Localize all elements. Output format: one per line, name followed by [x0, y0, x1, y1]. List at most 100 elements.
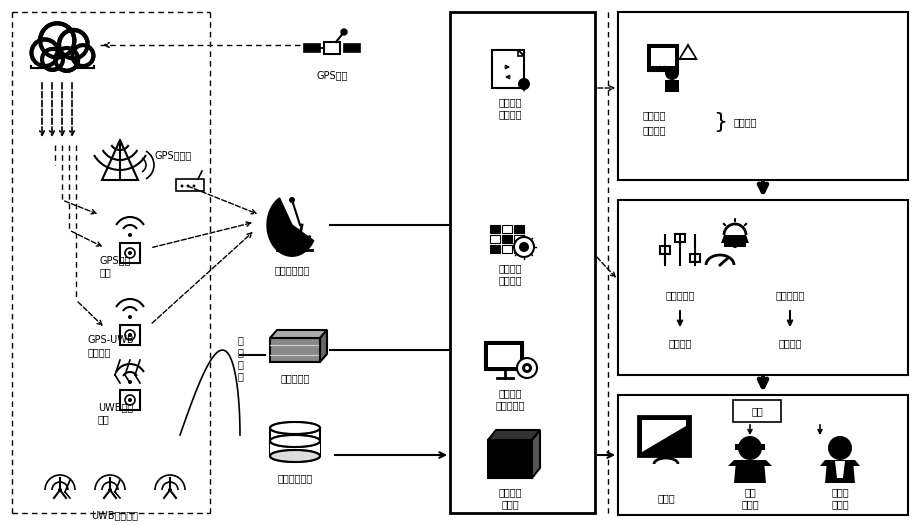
Bar [484, 342, 522, 370]
Text: 讯: 讯 [237, 371, 243, 381]
Circle shape [525, 366, 528, 370]
Text: 理人员: 理人员 [830, 499, 848, 509]
Text: 缆机: 缆机 [743, 487, 755, 497]
Bar [618, 12, 907, 180]
Bar [723, 235, 745, 247]
Circle shape [40, 23, 74, 58]
Text: 同步控制器: 同步控制器 [280, 373, 310, 383]
Text: !: ! [686, 47, 689, 56]
Text: 合成程序: 合成程序 [498, 275, 521, 285]
Polygon shape [733, 461, 766, 483]
Polygon shape [824, 461, 854, 483]
Text: 施工动态: 施工动态 [498, 388, 521, 398]
Circle shape [516, 358, 537, 378]
Bar [732, 400, 780, 422]
Circle shape [128, 315, 131, 319]
Text: 定位数据: 定位数据 [498, 263, 521, 273]
Text: 运动调整: 运动调整 [667, 338, 691, 348]
Text: 转化程序: 转化程序 [498, 109, 521, 119]
Polygon shape [641, 426, 686, 452]
Text: 设备: 设备 [100, 267, 111, 277]
Bar [502, 245, 512, 253]
Bar [664, 80, 678, 92]
Text: GPS-UWB: GPS-UWB [88, 335, 134, 345]
Circle shape [521, 363, 531, 373]
Polygon shape [834, 461, 844, 478]
Polygon shape [31, 43, 93, 67]
Text: 定位数据: 定位数据 [498, 97, 521, 107]
Text: 设备: 设备 [98, 414, 109, 424]
Text: UWB定位基站: UWB定位基站 [91, 510, 139, 520]
Ellipse shape [269, 435, 320, 447]
Polygon shape [680, 47, 694, 58]
Bar [176, 179, 204, 191]
Bar [651, 48, 675, 66]
Bar [269, 441, 320, 469]
Circle shape [664, 66, 678, 80]
Text: 移动障碍物: 移动障碍物 [664, 290, 694, 300]
Polygon shape [267, 198, 313, 256]
Circle shape [737, 436, 761, 460]
Text: 光: 光 [237, 335, 243, 345]
Polygon shape [531, 430, 539, 478]
Polygon shape [720, 235, 748, 243]
Ellipse shape [269, 422, 320, 434]
Circle shape [827, 436, 851, 460]
Bar [618, 395, 907, 515]
Bar [647, 45, 677, 71]
Circle shape [518, 242, 528, 252]
Text: 可视化程序: 可视化程序 [494, 400, 524, 410]
Bar [490, 235, 499, 243]
Ellipse shape [269, 422, 320, 434]
Text: 固定障碍物: 固定障碍物 [775, 290, 804, 300]
Polygon shape [517, 50, 524, 56]
Polygon shape [727, 460, 771, 466]
Bar [659, 246, 669, 254]
Text: 用户: 用户 [750, 406, 762, 416]
Bar [119, 243, 140, 263]
Text: 操纵员: 操纵员 [741, 499, 758, 509]
Text: 定位系统: 定位系统 [498, 487, 521, 497]
Bar [618, 200, 907, 375]
Bar [514, 225, 524, 233]
Text: GPS定位: GPS定位 [100, 255, 131, 265]
Bar [487, 440, 531, 478]
Bar [641, 420, 686, 452]
Circle shape [59, 30, 87, 58]
Polygon shape [269, 330, 326, 338]
Text: 服务器: 服务器 [501, 499, 518, 509]
Circle shape [732, 242, 737, 248]
Circle shape [42, 49, 62, 70]
Text: GPS基准站: GPS基准站 [154, 150, 192, 160]
Circle shape [192, 184, 196, 187]
Circle shape [341, 29, 346, 35]
Circle shape [128, 380, 131, 384]
Text: 碰撞检测: 碰撞检测 [732, 117, 756, 127]
Bar [675, 234, 685, 242]
Bar [490, 225, 499, 233]
Bar [514, 235, 524, 243]
Circle shape [58, 488, 62, 492]
Ellipse shape [269, 435, 320, 447]
Text: 安全管: 安全管 [830, 487, 848, 497]
Bar [689, 254, 699, 262]
Circle shape [187, 184, 189, 187]
Polygon shape [734, 444, 765, 450]
Text: 速度信息: 速度信息 [642, 125, 665, 135]
Polygon shape [320, 330, 326, 362]
Polygon shape [487, 430, 539, 440]
Polygon shape [819, 460, 859, 466]
Circle shape [31, 39, 58, 66]
Text: ✕: ✕ [657, 64, 665, 74]
Text: UWB定位: UWB定位 [98, 402, 133, 412]
Circle shape [180, 184, 183, 187]
Ellipse shape [269, 450, 320, 462]
Text: 位置信息: 位置信息 [642, 110, 665, 120]
Circle shape [289, 197, 295, 203]
Circle shape [128, 333, 131, 337]
Bar [269, 338, 320, 362]
Text: 定位设备: 定位设备 [88, 347, 111, 357]
Bar [492, 50, 524, 88]
Text: 安全预警: 安全预警 [777, 338, 800, 348]
Circle shape [108, 488, 112, 492]
